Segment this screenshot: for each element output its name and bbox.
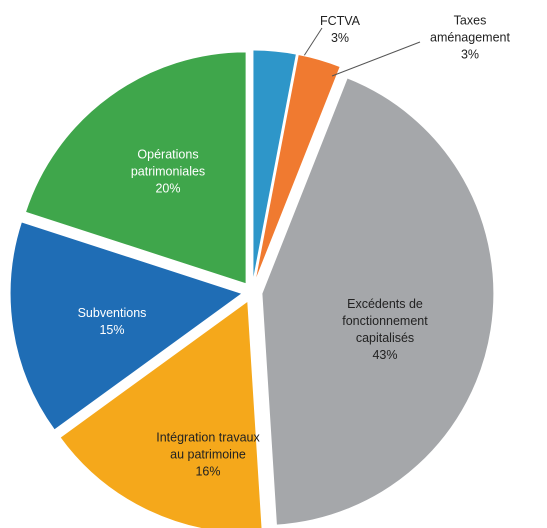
pie-slice: [254, 53, 341, 283]
slice-label: Opérations patrimoniales 20%: [118, 147, 218, 198]
category-name: Taxes aménagement: [430, 13, 510, 45]
value-label: 43%: [372, 348, 398, 362]
pie-slice: [59, 300, 263, 528]
pie-slice: [9, 221, 244, 431]
category-name: Intégration travaux au patrimoine: [156, 430, 260, 462]
slice-label: Subventions 15%: [62, 305, 162, 339]
leader-line: [331, 41, 421, 77]
category-name: Subventions: [77, 306, 147, 320]
pie-slice: [24, 51, 247, 285]
slice-label: Taxes aménagement 3%: [415, 13, 525, 64]
category-name: FCTVA: [319, 14, 361, 28]
pie-slice: [261, 77, 495, 526]
category-name: Excédents de fonctionnement capitalisés: [342, 297, 428, 345]
slice-label: Excédents de fonctionnement capitalisés 4…: [320, 296, 450, 364]
value-label: 3%: [330, 31, 350, 45]
value-label: 3%: [460, 47, 480, 62]
slice-label: Intégration travaux au patrimoine 16%: [153, 430, 263, 481]
pie-slice: [252, 49, 297, 283]
value-label: 20%: [155, 181, 181, 196]
value-label: 15%: [99, 323, 125, 337]
category-name: Opérations patrimoniales: [130, 147, 206, 179]
slice-label: FCTVA 3%: [310, 13, 370, 47]
value-label: 16%: [195, 464, 221, 479]
